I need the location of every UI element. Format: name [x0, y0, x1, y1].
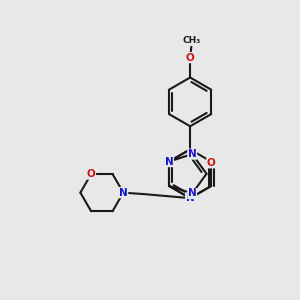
Text: O: O — [207, 158, 216, 168]
Text: N: N — [186, 193, 194, 203]
Text: N: N — [165, 157, 173, 166]
Text: N: N — [188, 188, 197, 199]
Text: N: N — [119, 188, 128, 198]
Text: O: O — [87, 169, 95, 179]
Text: CH₃: CH₃ — [182, 36, 200, 45]
Text: N: N — [186, 193, 194, 203]
Text: O: O — [186, 52, 194, 63]
Text: N: N — [188, 149, 197, 159]
